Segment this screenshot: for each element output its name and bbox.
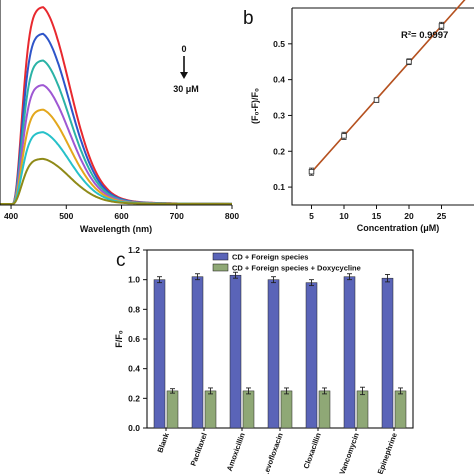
b-y-tick-label: 0.1	[273, 182, 285, 192]
c-bar-series-1	[191, 276, 204, 429]
c-x-tick-label: Paclitaxel	[189, 432, 209, 468]
b-data-marks	[308, 0, 466, 176]
c-y-tick-label: 0.0	[128, 423, 140, 433]
a-series-1-line	[0, 6, 232, 205]
a-series-2-line	[0, 32, 232, 205]
c-y-tick-label: 1.0	[128, 275, 140, 285]
a-x-tick-label: 800	[225, 211, 239, 221]
b-y-tick-label: 0.2	[273, 146, 285, 156]
c-bar-series-2	[280, 390, 293, 429]
c-bar-series-2	[318, 390, 331, 429]
b-data-point	[308, 168, 315, 175]
b-panel-label: b	[243, 8, 254, 29]
a-axis-frame	[0, 0, 232, 206]
c-y-axis-label: F/F₀	[114, 330, 124, 348]
a-series-4-line	[0, 84, 232, 205]
c-bar-series-1	[267, 279, 280, 429]
b-x-axis-label: Concentration (μM)	[357, 223, 440, 233]
b-data-point	[373, 97, 380, 103]
c-x-tick-label: Blank	[155, 431, 171, 454]
b-data-point	[341, 133, 347, 139]
a-x-tick-label: 400	[4, 211, 18, 221]
b-data-point	[406, 58, 412, 65]
a-series-7-line	[0, 157, 232, 205]
b-annotation-r2: R²= 0.9997	[401, 30, 448, 41]
c-bar-series-2	[204, 390, 217, 429]
c-legend-label-2: CD + Foreign species + Doxycycline	[232, 264, 361, 273]
a-spectra-curves	[0, 6, 232, 205]
c-y-tick-label: 0.8	[128, 304, 140, 314]
a-decrease-arrow-head	[180, 72, 188, 79]
a-series-5-line	[0, 108, 232, 205]
b-axis-ticks: 5 10 15 20 25 0.1 0.2 0.3 0.4 0.5	[273, 39, 446, 221]
c-axis-ticks: 0.0 0.2 0.4 0.6 0.8 1.0 1.2 Blank Paclitaxel Amox…	[128, 245, 399, 474]
a-x-tick-label: 500	[59, 211, 73, 221]
b-axis-frame	[291, 8, 474, 206]
c-y-tick-label: 0.4	[128, 364, 140, 374]
b-y-tick-label: 0.4	[273, 75, 285, 85]
b-y-tick-label: 0.3	[273, 110, 285, 120]
c-x-tick-label: Amoxicillin	[225, 431, 247, 472]
b-data-point	[438, 23, 445, 29]
c-y-tick-label: 1.2	[128, 245, 140, 255]
c-y-tick-label: 0.2	[128, 393, 140, 403]
c-bar-series-2	[166, 390, 179, 429]
b-x-tick-label: 5	[309, 211, 314, 221]
a-x-tick-label: 700	[170, 211, 184, 221]
c-legend-label-1: CD + Foreign species	[232, 253, 308, 262]
c-x-tick-label: Cloxacillin	[302, 431, 323, 470]
c-y-tick-label: 0.6	[128, 334, 140, 344]
b-y-axis-label: (F₀-F)/F₀	[250, 88, 260, 124]
a-series-6-line	[0, 131, 232, 205]
b-x-tick-label: 25	[437, 211, 447, 221]
c-legend-swatch-2	[212, 263, 229, 272]
c-x-tick-label: Levofloxacin	[261, 431, 285, 474]
c-legend-swatch-1	[212, 252, 229, 261]
panel-b-calibration: b 5 10 15 20 25 0.1 0.2 0.3 0.4 0.5 R²= 0.9997 Co…	[243, 0, 474, 233]
a-x-tick-label: 600	[114, 211, 128, 221]
c-x-tick-label: Vancomycin	[337, 431, 361, 474]
c-legend: CD + Foreign species CD + Foreign specie…	[212, 252, 361, 273]
b-x-tick-label: 10	[339, 211, 349, 221]
c-x-tick-label: Epinephrine	[376, 432, 399, 474]
b-fit-line	[310, 0, 466, 173]
a-annotation-start: 0	[181, 44, 186, 54]
b-y-tick-label: 0.5	[273, 39, 285, 49]
c-bar-series-1	[343, 276, 356, 429]
c-panel-label: c	[116, 250, 126, 271]
c-bar-series-1	[229, 274, 242, 429]
a-annotation-end: 30 μM	[173, 84, 199, 94]
a-x-axis-label: Wavelength (nm)	[80, 224, 152, 234]
c-bar-series-2	[356, 390, 369, 429]
a-x-ticks: 400 500 600 700 800	[4, 205, 239, 221]
a-series-3-line	[0, 59, 232, 205]
c-bar-series-1	[153, 279, 166, 429]
b-x-tick-label: 15	[372, 211, 382, 221]
b-x-tick-label: 20	[404, 211, 414, 221]
c-bar-series-2	[394, 390, 407, 429]
c-bar-series-1	[305, 282, 318, 429]
c-plot-frame	[146, 249, 414, 429]
c-bars	[153, 271, 407, 429]
panel-c-interference: c 0.0 0.2 0.4 0.6 0.8 1.0 1.2 Blank Paclitaxel Am…	[114, 245, 414, 474]
panel-a-emission-spectra: 400 500 600 700 800 Wavelength (nm) 0 30 μM	[0, 0, 239, 234]
c-bar-series-1	[381, 277, 394, 429]
c-bar-series-2	[242, 390, 255, 429]
